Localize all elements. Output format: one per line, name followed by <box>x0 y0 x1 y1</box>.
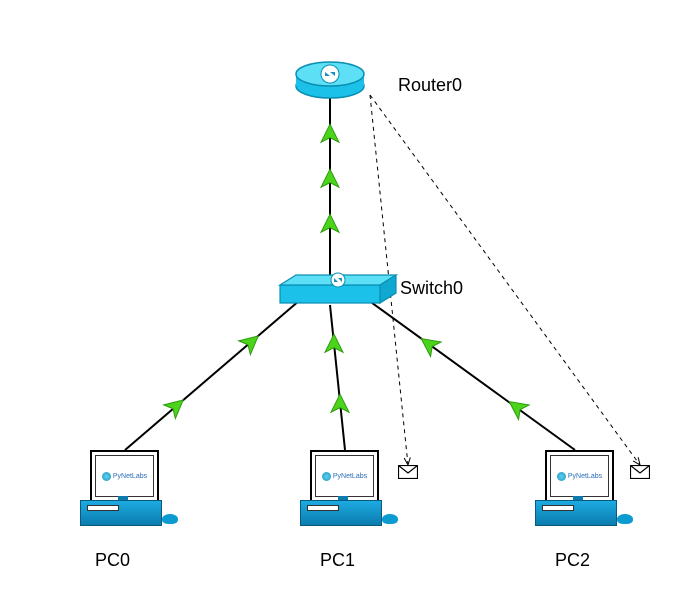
pc-mouse <box>162 514 178 524</box>
switch-label: Switch0 <box>400 278 463 299</box>
pc-screen: PyNetLabs <box>550 455 609 497</box>
switch-icon <box>280 273 396 303</box>
envelope-icon <box>398 465 418 479</box>
logo-icon <box>102 472 111 481</box>
pc-mouse <box>382 514 398 524</box>
pc2-label: PC2 <box>555 550 590 571</box>
router-label: Router0 <box>398 75 462 96</box>
pc1-label: PC1 <box>320 550 355 571</box>
pc2-node: PyNetLabs <box>535 450 625 540</box>
envelope-icon <box>630 465 650 479</box>
router-icon <box>296 62 364 98</box>
logo-icon <box>322 472 331 481</box>
pc-screen: PyNetLabs <box>95 455 154 497</box>
pc0-node: PyNetLabs <box>80 450 170 540</box>
screen-text: PyNetLabs <box>333 473 367 480</box>
pc0-label: PC0 <box>95 550 130 571</box>
pc1-node: PyNetLabs <box>300 450 390 540</box>
screen-text: PyNetLabs <box>568 473 602 480</box>
pc-tower <box>300 500 382 526</box>
logo-icon <box>557 472 566 481</box>
screen-text: PyNetLabs <box>113 473 147 480</box>
pc-monitor: PyNetLabs <box>310 450 379 502</box>
pc-tower <box>535 500 617 526</box>
pc-tower <box>80 500 162 526</box>
pc-monitor: PyNetLabs <box>545 450 614 502</box>
pc-screen: PyNetLabs <box>315 455 374 497</box>
pc-mouse <box>617 514 633 524</box>
pc-monitor: PyNetLabs <box>90 450 159 502</box>
